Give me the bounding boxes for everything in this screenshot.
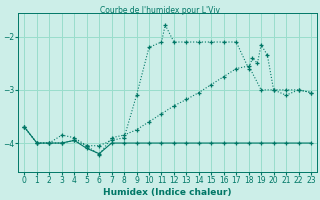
Text: Courbe de l'humidex pour L'Viv: Courbe de l'humidex pour L'Viv bbox=[100, 6, 220, 15]
X-axis label: Humidex (Indice chaleur): Humidex (Indice chaleur) bbox=[103, 188, 232, 197]
